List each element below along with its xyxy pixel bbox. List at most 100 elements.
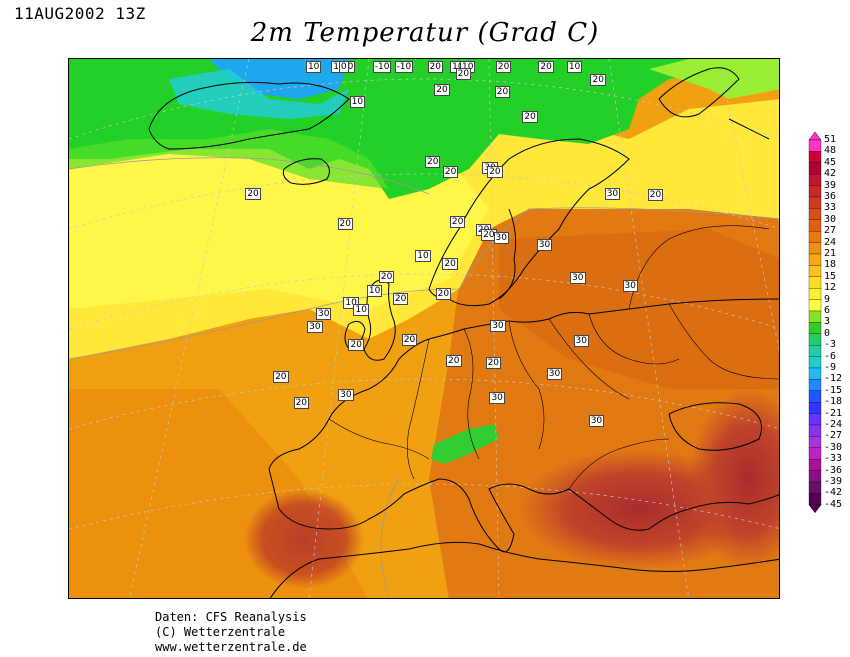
isotherm-label: 20 — [427, 61, 443, 73]
isotherm-label: 20 — [522, 110, 538, 123]
isotherm-label: 10 — [305, 61, 322, 73]
isotherm-label: 10 — [366, 285, 383, 298]
colorbar-swatch — [808, 436, 822, 448]
timestamp: 11AUG2002 13Z — [14, 4, 146, 23]
map-frame: 10101000-10-1010101010202020202020202020… — [68, 58, 780, 599]
isotherm-label: 20 — [401, 333, 418, 346]
isotherm-label: 20 — [455, 67, 472, 80]
temp-field-green-light — [69, 129, 389, 189]
isotherm-label: 10 — [566, 61, 583, 73]
colorbar-label: 12 — [824, 282, 837, 294]
colorbar-swatch — [808, 413, 822, 426]
colorbar-swatch — [808, 219, 822, 232]
colorbar-arrow-bottom — [808, 504, 822, 514]
isotherm-label: 30 — [570, 271, 586, 284]
colorbar-label: -42 — [824, 487, 843, 499]
colorbar-label: 48 — [824, 145, 837, 157]
colorbar-label: -36 — [824, 464, 843, 476]
isotherm-label: 20 — [485, 356, 502, 369]
colorbar-swatch — [808, 276, 822, 289]
isotherm-label: 30 — [536, 238, 553, 251]
isotherm-label: 30 — [604, 187, 621, 200]
isotherm-label: 20 — [442, 257, 458, 270]
colorbar-label: 18 — [824, 259, 837, 271]
temp-field-hot-iberia — [244, 489, 364, 589]
isotherm-label: 30 — [490, 320, 506, 333]
colorbar-swatch — [808, 288, 822, 300]
isotherm-label: 20 — [425, 156, 441, 168]
map-title: 2m Temperatur (Grad C) — [250, 18, 600, 48]
colorbar-swatch — [808, 174, 822, 186]
colorbar-label: 33 — [824, 202, 837, 214]
isotherm-label: 20 — [449, 216, 466, 229]
isotherm-label: 20 — [378, 271, 395, 284]
colorbar-label: -39 — [824, 476, 843, 487]
isotherm-label: -10 — [394, 61, 414, 73]
isotherm-label: 30 — [493, 232, 509, 245]
colorbar-label: -27 — [824, 430, 843, 442]
isotherm-label: 20 — [392, 292, 409, 305]
colorbar-swatch — [808, 390, 822, 403]
isotherm-label: 30 — [622, 280, 638, 293]
isotherm-label: 20 — [446, 354, 462, 367]
colorbar-label: -6 — [824, 350, 837, 362]
colorbar-swatch — [808, 299, 822, 312]
colorbar-swatch — [808, 402, 822, 414]
colorbar-label: 30 — [824, 213, 837, 225]
isotherm-label: 20 — [590, 74, 606, 87]
colorbar-label: -24 — [824, 419, 843, 430]
isotherm-label: 20 — [337, 218, 353, 231]
colorbar-label: 0 — [824, 327, 831, 339]
isotherm-label: 20 — [434, 84, 450, 97]
isotherm-label: 30 — [588, 415, 605, 428]
isotherm-label: 30 — [316, 307, 332, 320]
credits-website: www.wetterzentrale.de — [155, 640, 307, 654]
isotherm-label: 20 — [647, 188, 664, 201]
colorbar-swatch — [808, 162, 822, 175]
colorbar-label: 3 — [824, 316, 831, 328]
colorbar-arrow-top — [808, 132, 822, 141]
colorbar-label: -18 — [824, 396, 843, 408]
colorbar-label: 51 — [824, 134, 837, 145]
temp-field-alps-green — [431, 424, 499, 464]
colorbar-label: -15 — [824, 384, 843, 396]
colorbar-swatch — [808, 310, 822, 323]
colorbar-label: 42 — [824, 168, 837, 180]
isotherm-label: 20 — [273, 370, 289, 383]
temp-field-green-east — [649, 59, 779, 99]
colorbar-swatches — [808, 132, 822, 514]
colorbar-swatch — [808, 151, 822, 163]
isotherm-label: 10 — [415, 249, 431, 262]
credits-source: Daten: CFS Reanalysis — [155, 610, 307, 624]
isotherm-label: 20 — [487, 166, 503, 179]
colorbar-swatch — [808, 493, 822, 505]
colorbar-swatch — [808, 208, 822, 220]
isotherm-label: 30 — [573, 334, 589, 347]
colorbar-swatch — [808, 185, 822, 198]
isotherm-label: 20 — [245, 187, 261, 200]
colorbar-swatch — [808, 242, 822, 255]
colorbar-swatch — [808, 345, 822, 357]
colorbar-label: 9 — [824, 293, 831, 305]
isotherm-label: 20 — [435, 288, 452, 301]
colorbar-label: -33 — [824, 453, 843, 465]
colorbar-label: 45 — [824, 156, 837, 168]
isotherm-label: 20 — [538, 61, 554, 73]
colorbar-swatch — [808, 424, 822, 437]
colorbar-swatch — [808, 459, 822, 471]
colorbar-label: -45 — [824, 498, 843, 510]
colorbar-label: 24 — [824, 236, 837, 248]
colorbar-label: -9 — [824, 362, 837, 373]
colorbar-label: 6 — [824, 305, 831, 316]
isotherm-label: 20 — [348, 339, 364, 352]
isotherm-label: 30 — [546, 367, 563, 380]
isotherm-label: 20 — [293, 396, 310, 409]
temp-field-cyan-greenland — [169, 69, 349, 119]
temp-field-hot-turkey — [689, 389, 779, 569]
colorbar: 51 48 45 42 39 36 33 30 27 24 21 18 15 12 9 6 3 0 -3 -6 -9 -1… — [808, 132, 850, 532]
isotherm-label: 30 — [489, 392, 505, 405]
colorbar-swatch — [808, 356, 822, 369]
isotherm-label: 30 — [307, 321, 323, 334]
colorbar-swatch — [808, 231, 822, 243]
credits: Daten: CFS Reanalysis (C) Wetterzentrale… — [155, 610, 307, 655]
